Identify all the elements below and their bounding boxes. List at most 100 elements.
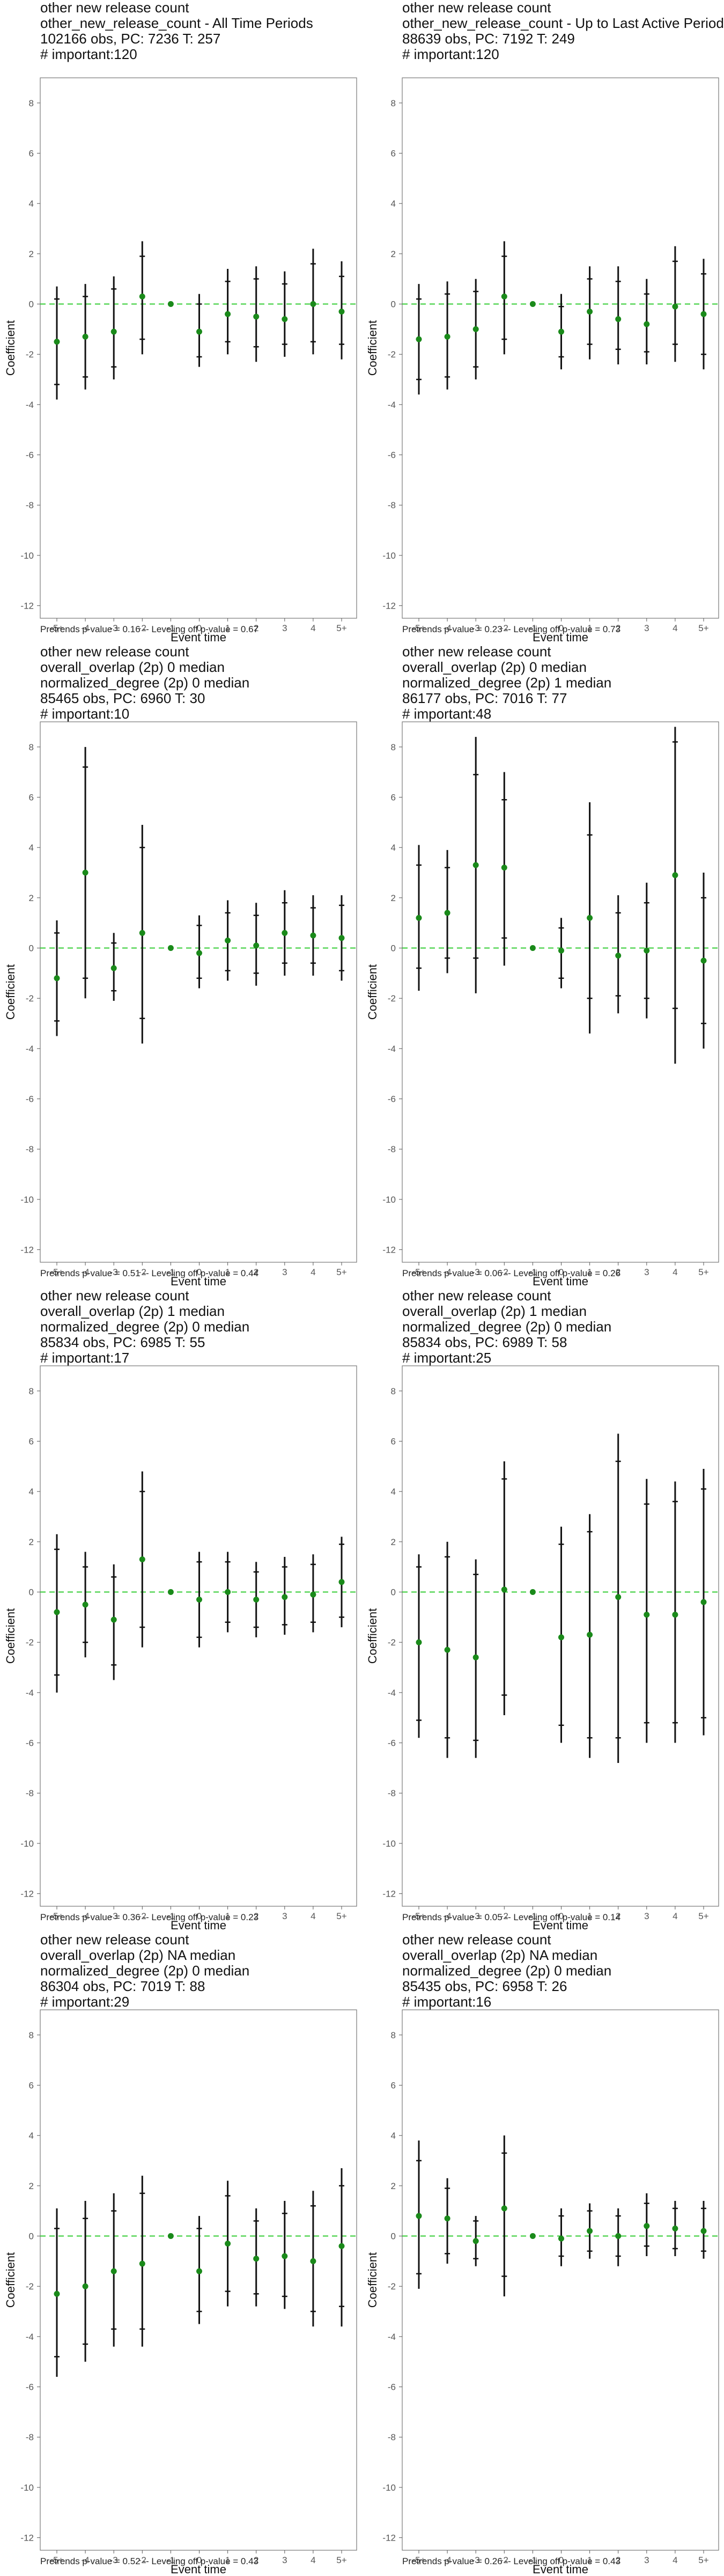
y-tick-label: 0 [391, 2231, 396, 2242]
estimate-point [225, 2241, 231, 2247]
y-tick-label: -4 [388, 2332, 396, 2342]
x-tick-label: 4 [673, 623, 677, 633]
chart-title-line: overall_overlap (2p) NA median [402, 1947, 598, 1963]
x-tick-label: 0 [559, 1911, 564, 1921]
estimate-point [587, 914, 593, 921]
y-tick-label: -12 [20, 1245, 34, 1255]
y-tick-label: -12 [20, 601, 34, 611]
y-tick-label: 0 [29, 943, 34, 954]
x-tick-label: -3 [110, 1267, 118, 1277]
x-tick-label: 5+ [698, 1911, 708, 1921]
chart-title: other new release count other_new_release… [402, 0, 724, 62]
y-tick-label: -8 [26, 500, 34, 510]
x-tick-label: -4 [444, 1267, 452, 1277]
x-tick-label: 0 [197, 1911, 202, 1921]
y-tick-label: 0 [391, 1587, 396, 1598]
x-tick-label: 2 [254, 623, 258, 633]
y-tick-label: -8 [26, 1788, 34, 1798]
y-tick-label: -12 [382, 1245, 396, 1255]
x-tick-label: -3 [110, 1911, 118, 1921]
estimate-point [196, 2268, 202, 2274]
x-tick-label: -3 [472, 2555, 480, 2565]
x-tick-label: 1 [587, 1911, 592, 1921]
x-tick-label: 1 [225, 623, 230, 633]
y-tick-label: -6 [388, 1094, 396, 1104]
estimate-point [615, 1594, 622, 1600]
estimate-point [672, 1612, 678, 1618]
estimate-point [338, 1579, 345, 1585]
estimate-point [167, 945, 174, 952]
y-tick-label: 8 [391, 2030, 396, 2040]
x-tick-label: 0 [197, 1267, 202, 1277]
y-tick-label: 6 [391, 149, 396, 159]
chart-title-line: other new release count [402, 1931, 551, 1948]
x-tick-label: 3 [644, 2555, 649, 2565]
estimate-point [587, 1631, 593, 1638]
y-tick-label: 4 [29, 843, 34, 853]
estimate-point [253, 313, 260, 320]
y-tick-label: -4 [26, 1688, 34, 1698]
chart-title: other new release count overall_overlap (… [402, 644, 611, 722]
x-tick-label: -2 [138, 623, 146, 633]
y-tick-label: 0 [391, 299, 396, 310]
y-tick-label: -4 [388, 400, 396, 410]
estimate-point [416, 2213, 422, 2219]
y-tick-label: -6 [388, 2382, 396, 2392]
y-axis-label: Coefficient [4, 2252, 17, 2308]
estimate-point [196, 950, 202, 956]
x-tick-label: -4 [82, 1911, 90, 1921]
y-tick-label: -4 [26, 400, 34, 410]
estimate-point [167, 301, 174, 308]
x-tick-label: 5+ [698, 2555, 708, 2565]
y-tick-label: 6 [391, 2081, 396, 2091]
chart-title-line: 85435 obs, PC: 6958 T: 26 [402, 1978, 567, 1994]
chart-title-line: normalized_degree (2p) 1 median [402, 675, 612, 691]
estimate-point [82, 869, 88, 876]
estimate-point [82, 1601, 88, 1608]
y-tick-label: 6 [391, 793, 396, 803]
y-tick-label: -6 [388, 1738, 396, 1748]
chart-title-line: # important:29 [40, 1994, 130, 2010]
estimate-point [139, 293, 145, 299]
y-tick-label: 4 [29, 199, 34, 209]
estimate-point [82, 333, 88, 340]
chart-title-line: overall_overlap (2p) 1 median [40, 1303, 225, 1319]
estimate-point [225, 1589, 231, 1596]
y-tick-label: -2 [388, 2281, 396, 2292]
estimate-point [615, 953, 622, 959]
estimate-point [310, 301, 316, 308]
chart-title-line: # important:48 [402, 706, 492, 722]
x-tick-label: 0 [559, 1267, 564, 1277]
estimate-point [54, 975, 60, 982]
estimate-point [444, 1646, 450, 1653]
estimate-point [110, 965, 117, 971]
chart-footnote: Pretrends p-value = 0.26 -- Leveling off… [402, 2556, 620, 2566]
y-axis-label: Coefficient [366, 2252, 379, 2308]
y-tick-label: 2 [29, 249, 34, 259]
y-tick-label: -2 [388, 349, 396, 360]
chart-footnote: Pretrends p-value = 0.36 -- Leveling off… [40, 1912, 258, 1922]
estimate-point [110, 1616, 117, 1623]
y-axis-label: Coefficient [4, 320, 17, 376]
y-axis-label: Coefficient [366, 320, 379, 376]
chart-title-line: overall_overlap (2p) 0 median [40, 659, 225, 675]
y-tick-label: -2 [26, 1637, 34, 1648]
x-axis-label: Event time [171, 1919, 226, 1932]
chart-title-line: overall_overlap (2p) 0 median [402, 659, 587, 675]
x-tick-label: 3 [282, 623, 287, 633]
estimate-point [501, 865, 507, 871]
estimate-point [167, 1589, 174, 1596]
estimate-point [700, 957, 707, 964]
y-tick-label: -10 [20, 2483, 34, 2493]
estimate-point [253, 1597, 260, 1603]
x-tick-label: 3 [644, 1267, 649, 1277]
x-tick-label: 0 [197, 2555, 202, 2565]
x-tick-label: -4 [444, 623, 452, 633]
estimate-point [139, 930, 145, 936]
y-tick-label: -4 [388, 1688, 396, 1698]
y-tick-label: 6 [29, 149, 34, 159]
y-tick-label: 8 [29, 2030, 34, 2040]
